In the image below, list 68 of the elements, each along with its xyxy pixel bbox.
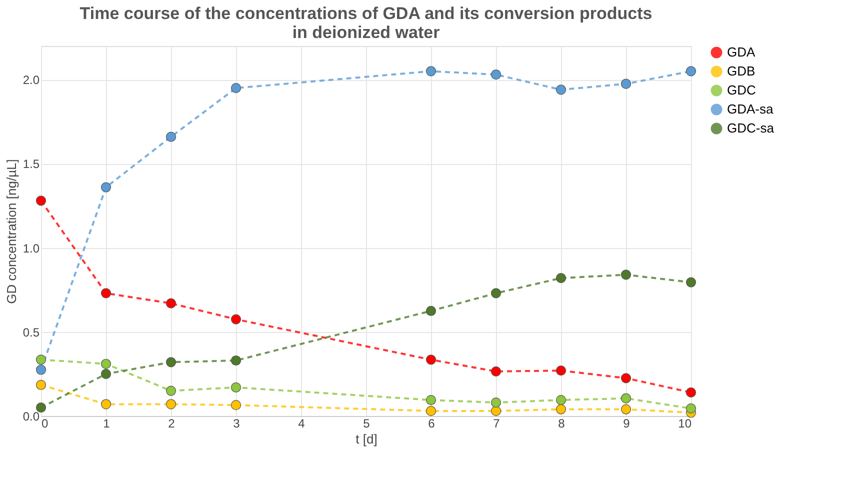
point [36,402,46,413]
chart-title: Time course of the concentrations of GDA and its conversion products in deionized water [80,4,652,42]
point [230,400,242,410]
point [230,83,242,94]
point [100,288,112,298]
point [556,366,566,376]
point [556,273,566,284]
point [230,314,242,324]
point [426,354,436,365]
x-tick-label: 2 [168,416,176,430]
point [620,78,632,89]
x-tick-label: 0 [42,416,48,430]
x-tick-label: 6 [428,416,436,430]
point [36,196,46,206]
y-axis-title: GD concentration [ng/µL] [4,159,19,304]
point [556,394,566,406]
point [230,382,242,392]
point [426,394,436,406]
point [490,406,502,416]
x-tick-label: 3 [233,416,240,430]
point [100,399,112,410]
point [36,380,46,390]
point [426,306,436,316]
point [556,84,566,95]
point [686,403,696,414]
point [426,406,436,416]
x-tick-label: 10 [678,416,692,430]
point [490,398,502,408]
legend-label: GDA [727,44,756,60]
point [166,399,176,410]
point [426,66,436,76]
y-tick-label: 0.0 [22,410,40,424]
y-tick-label: 2.0 [22,73,40,88]
x-tick-label: 4 [298,416,306,430]
x-tick-label: 9 [623,416,630,430]
point [100,182,112,192]
point [556,404,566,414]
point [620,270,632,280]
x-axis-title: t [d] [356,432,378,446]
x-tick-label: 5 [363,416,370,430]
point [230,355,242,366]
point [100,358,112,369]
y-tick-label: 1.0 [22,241,40,256]
y-tick-label: 1.5 [22,157,40,172]
legend-label: GDC-sa [727,120,775,136]
point [490,366,502,376]
point [166,132,176,142]
point [166,386,176,396]
legend-label: GDA-sa [727,102,774,116]
point [36,354,46,365]
legend-label: GDC [727,82,756,98]
point [36,364,46,375]
point [686,387,696,398]
point [620,373,632,384]
point [686,66,696,76]
point [166,357,176,368]
legend-label: GDB [727,64,756,78]
x-tick-label: 8 [558,416,566,430]
point [686,277,696,288]
point [166,298,176,308]
x-tick-label: 7 [493,416,500,430]
point [490,70,502,80]
point [620,393,632,404]
point [490,288,502,298]
x-tick-label: 1 [103,416,110,430]
point [620,404,632,414]
y-tick-label: 0.5 [22,325,40,340]
point [100,368,112,379]
